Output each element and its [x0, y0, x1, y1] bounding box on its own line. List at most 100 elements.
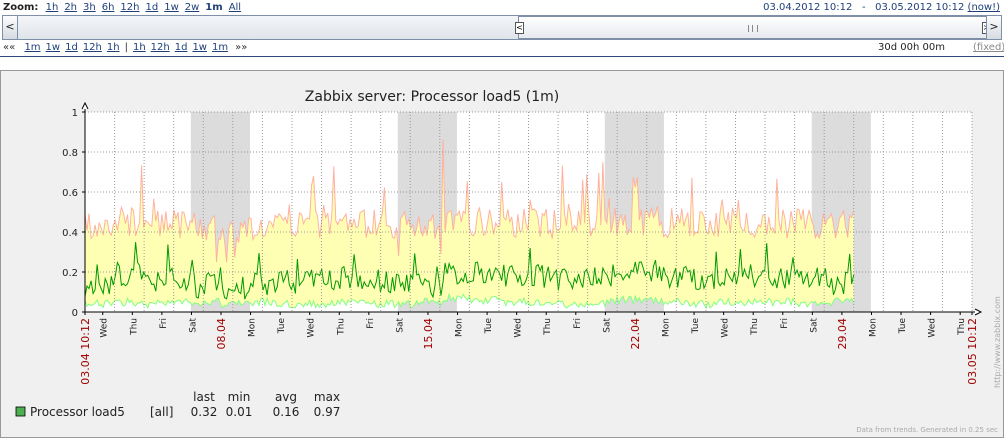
nav-separator: |	[124, 42, 128, 53]
y-tick-label: 0.2	[62, 268, 78, 279]
forward-1w-link[interactable]: 1w	[192, 42, 207, 53]
zoom-1h-link[interactable]: 1h	[45, 2, 59, 13]
max-series-line	[84, 139, 855, 263]
zoom-12h-link[interactable]: 12h	[120, 2, 140, 13]
divider	[0, 56, 1004, 57]
x-tick-label: Wed	[928, 318, 938, 338]
x-tick-label: Fri	[573, 318, 583, 329]
x-tick-label: Sat	[395, 318, 405, 333]
zoom-6h-link[interactable]: 6h	[101, 2, 115, 13]
zoom-bar: Zoom: 1h 2h 3h 6h 12h 1d 1w 2w 1m All 03.04.2012 …	[0, 0, 1004, 57]
x-tick-label: Sat	[809, 318, 819, 333]
graph-title: Zabbix server: Processor load5 (1m)	[305, 89, 559, 105]
x-tick-label: 08.04	[215, 318, 228, 350]
forward-1h-link[interactable]: 1h	[132, 42, 146, 53]
legend-item-function: [all]	[150, 405, 173, 419]
x-tick-label: 29.04	[836, 318, 849, 350]
min-series-line	[84, 292, 855, 310]
graph-panel: Zabbix server: Processor load5 (1m) 0 0.2 0…	[0, 70, 1004, 438]
scrollbar-track[interactable]: < >	[17, 16, 991, 39]
legend-value-max: 0.97	[314, 405, 341, 419]
x-tick-label: Thu	[129, 318, 139, 336]
zoom-label: Zoom:	[3, 2, 39, 13]
legend-item-name: Processor load5	[30, 405, 125, 419]
forward-12h-link[interactable]: 12h	[150, 42, 170, 53]
zoom-3h-link[interactable]: 3h	[83, 2, 96, 13]
zoom-1w-link[interactable]: 1w	[164, 2, 179, 13]
back-1h-link[interactable]: 1h	[106, 42, 120, 53]
x-tick-label: Wed	[100, 318, 110, 338]
legend-value-min: 0.01	[226, 405, 253, 419]
x-tick-label: Thu	[750, 318, 760, 336]
x-tick-label: 03.05 10:12	[966, 318, 979, 385]
zoom-2h-link[interactable]: 2h	[64, 2, 78, 13]
zoom-1m-link[interactable]: 1m	[205, 2, 223, 13]
period-duration: 30d 00h 00m	[878, 42, 945, 53]
fixed-toggle[interactable]: (fixed)	[973, 42, 1004, 53]
y-axis-arrow	[81, 101, 89, 110]
x-tick-label: 15.04	[422, 318, 435, 350]
graph-footer: Data from trends. Generated in 0.25 sec	[856, 426, 998, 434]
grip-icon	[748, 25, 758, 32]
forward-1d-link[interactable]: 1d	[174, 42, 188, 53]
period-to: 03.05.2012 10:12	[875, 2, 965, 13]
x-tick-label: 22.04	[629, 318, 642, 350]
x-tick-label: Tue	[898, 318, 908, 335]
back-1w-link[interactable]: 1w	[45, 42, 61, 53]
x-tick-label: Sat	[602, 318, 612, 333]
period-from: 03.04.2012 10:12	[763, 2, 853, 13]
period-separator: -	[861, 2, 866, 13]
x-tick-label: Thu	[336, 318, 346, 336]
zoom-row: Zoom: 1h 2h 3h 6h 12h 1d 1w 2w 1m All	[3, 1, 247, 15]
avg-series-line	[84, 242, 855, 300]
timeline-scrollbar[interactable]: < < > >	[2, 15, 1002, 40]
back-1d-link[interactable]: 1d	[65, 42, 78, 53]
zoom-2w-link[interactable]: 2w	[184, 2, 200, 13]
forward-1m-link[interactable]: 1m	[211, 42, 229, 53]
legend-header-max: max	[314, 390, 340, 404]
period-now-link[interactable]: (now!)	[967, 2, 1000, 13]
y-tick-label: 1	[72, 108, 78, 119]
legend-color-swatch	[15, 406, 26, 417]
x-axis-arrow	[974, 308, 983, 316]
y-tick-label: 0.8	[62, 148, 78, 159]
scroll-left-button[interactable]: <	[3, 16, 18, 39]
x-tick-label: Thu	[543, 318, 553, 336]
x-tick-label: Tue	[484, 318, 494, 335]
legend-header-min: min	[228, 390, 251, 404]
zoom-1d-link[interactable]: 1d	[145, 2, 159, 13]
watermark: http://www.zabbix.com	[993, 296, 1002, 388]
x-tick-label: Fri	[780, 318, 790, 329]
period-navigation: «« 1m 1w 1d 12h 1h | 1h 12h 1d 1w 1m »»	[3, 41, 247, 54]
x-tick-label: Thu	[957, 318, 967, 336]
x-tick-label: Tue	[277, 318, 287, 335]
scrollbar-thumb[interactable]: < >	[515, 16, 991, 39]
x-tick-label: Fri	[366, 318, 376, 329]
zoom-all-link[interactable]: All	[228, 2, 242, 13]
legend-header-last: last	[193, 390, 215, 404]
scroll-right-button[interactable]: >	[986, 16, 1001, 39]
x-tick-label: Wed	[307, 318, 317, 338]
processor-load-graph: Zabbix server: Processor load5 (1m) 0 0.2 0…	[0, 70, 1004, 438]
forward-arrows-button[interactable]: »»	[235, 42, 248, 53]
y-tick-label: 0.4	[62, 228, 78, 239]
back-arrows-button[interactable]: ««	[3, 42, 16, 53]
x-tick-label: Mon	[248, 318, 258, 337]
x-tick-label: 03.04 10:12	[79, 318, 92, 385]
x-tick-label: Mon	[662, 318, 672, 337]
x-tick-label: Mon	[455, 318, 465, 337]
x-tick-label: Fri	[159, 318, 169, 329]
x-tick-label: Tue	[691, 318, 701, 335]
back-1m-link[interactable]: 1m	[24, 42, 41, 53]
x-tick-label: Sat	[188, 318, 198, 333]
legend-value-avg: 0.16	[273, 405, 300, 419]
y-tick-label: 0.6	[62, 188, 78, 199]
x-tick-label: Mon	[868, 318, 878, 337]
min-max-band	[85, 139, 854, 308]
x-tick-label: Wed	[721, 318, 731, 338]
legend-header-avg: avg	[275, 390, 297, 404]
period-start-handle[interactable]: <	[515, 22, 524, 34]
period-display: 03.04.2012 10:12 - 03.05.2012 10:12 (now…	[763, 1, 1000, 15]
back-12h-link[interactable]: 12h	[82, 42, 102, 53]
y-tick-label: 0	[72, 308, 78, 319]
